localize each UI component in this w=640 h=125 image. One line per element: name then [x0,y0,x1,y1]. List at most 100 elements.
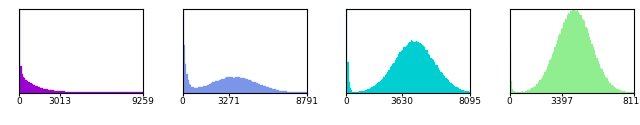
Bar [401,52,402,92]
Bar [23,77,24,92]
Bar [267,87,268,92]
Bar [40,88,42,92]
Bar [612,86,614,92]
Bar [615,88,616,92]
Bar [624,91,625,92]
Bar [598,61,599,92]
Bar [527,90,528,92]
Bar [20,66,22,92]
Bar [246,79,247,92]
Bar [461,90,463,92]
Bar [219,80,220,92]
Bar [220,80,221,92]
Bar [266,87,267,92]
Bar [58,91,59,92]
Bar [602,69,603,92]
Bar [349,82,350,92]
Bar [38,87,39,92]
Bar [200,87,202,92]
Bar [528,90,529,92]
Bar [207,85,209,92]
Bar [619,90,620,92]
Bar [399,52,401,92]
Bar [566,15,568,92]
Bar [277,90,278,92]
Bar [271,88,272,92]
Bar [447,79,448,92]
Bar [26,80,27,92]
Bar [48,90,49,92]
Bar [227,77,228,92]
Bar [424,47,426,92]
Bar [377,83,378,92]
Bar [278,90,279,92]
Bar [243,78,244,92]
Bar [426,50,427,92]
Bar [410,42,411,92]
Bar [550,58,552,92]
Bar [52,90,54,92]
Bar [191,87,193,92]
Bar [28,82,29,92]
Bar [35,86,36,92]
Bar [237,77,239,92]
Bar [51,90,52,92]
Bar [234,78,235,92]
Bar [452,85,454,92]
Bar [442,73,443,92]
Bar [407,45,408,92]
Bar [564,22,566,92]
Bar [283,91,284,92]
Bar [193,87,194,92]
Bar [366,90,367,92]
Bar [418,42,419,92]
Bar [240,78,241,92]
Bar [275,89,276,92]
Bar [417,42,418,92]
Bar [463,90,464,92]
Bar [262,85,263,92]
Bar [588,33,589,92]
Bar [394,60,396,92]
Bar [60,91,61,92]
Bar [621,91,623,92]
Bar [429,55,431,92]
Bar [380,82,381,92]
Bar [449,82,451,92]
Bar [459,89,460,92]
Bar [593,47,594,92]
Bar [537,84,538,92]
Bar [350,88,351,92]
Bar [268,88,269,92]
Bar [456,87,458,92]
Bar [559,34,561,92]
Bar [435,65,436,92]
Bar [27,80,28,92]
Bar [408,43,410,92]
Bar [614,87,615,92]
Bar [230,77,231,92]
Bar [415,41,417,92]
Bar [232,77,234,92]
Bar [221,79,222,92]
Bar [455,87,456,92]
Bar [513,91,515,92]
Bar [562,28,563,92]
Bar [59,91,60,92]
Bar [467,91,468,92]
Bar [596,58,598,92]
Bar [264,86,266,92]
Bar [24,78,26,92]
Bar [552,54,553,92]
Bar [531,88,532,92]
Bar [623,91,624,92]
Bar [561,29,562,92]
Bar [36,86,38,92]
Bar [248,80,250,92]
Bar [211,83,212,92]
Bar [578,12,579,92]
Bar [402,50,403,92]
Bar [618,89,619,92]
Bar [419,43,420,92]
Bar [574,9,575,92]
